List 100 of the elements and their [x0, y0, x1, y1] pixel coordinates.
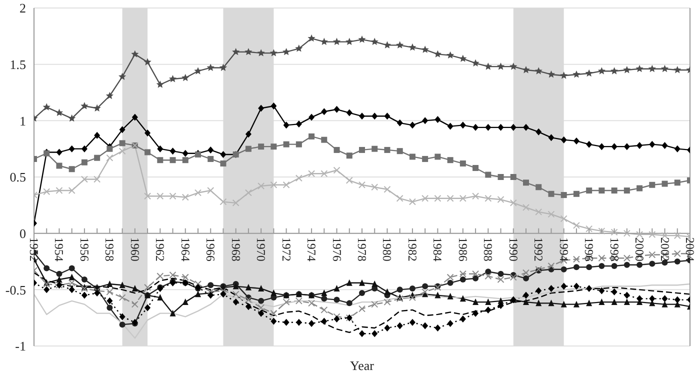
point: [548, 300, 554, 306]
point: [586, 188, 592, 194]
point: [56, 148, 62, 156]
point: [496, 62, 505, 70]
point: [572, 70, 580, 78]
point: [536, 128, 542, 136]
point: [56, 187, 63, 194]
point: [208, 146, 214, 154]
point: [358, 305, 366, 312]
point: [636, 185, 643, 192]
x-tick-label: 1990: [506, 237, 520, 262]
x-axis-title: Year: [350, 358, 375, 371]
point: [81, 145, 88, 152]
point: [409, 286, 416, 292]
point: [460, 295, 466, 302]
point: [119, 322, 126, 328]
point: [220, 150, 226, 158]
point: [610, 228, 618, 236]
point: [320, 306, 328, 314]
point: [119, 140, 126, 146]
point: [472, 298, 479, 306]
point: [358, 36, 366, 43]
point: [560, 72, 568, 79]
point: [206, 64, 214, 71]
point: [534, 67, 542, 74]
x-tick-label: 1998: [607, 237, 622, 262]
point: [144, 149, 151, 156]
point: [523, 124, 529, 131]
point: [119, 126, 126, 134]
point: [421, 46, 429, 53]
point: [56, 276, 62, 283]
point: [220, 290, 226, 298]
point: [296, 141, 302, 148]
point: [674, 232, 681, 240]
point: [472, 310, 479, 317]
point: [80, 102, 88, 110]
point: [68, 279, 76, 286]
point: [334, 296, 340, 303]
point: [384, 112, 390, 120]
point: [510, 174, 516, 180]
x-tick-label: 1986: [456, 237, 470, 262]
point: [168, 74, 177, 82]
point: [674, 258, 680, 264]
point: [182, 74, 190, 82]
point: [44, 265, 50, 272]
point: [383, 41, 392, 48]
point: [359, 330, 365, 338]
point: [195, 290, 201, 298]
point: [536, 287, 542, 294]
point: [648, 251, 656, 258]
point: [598, 287, 605, 294]
point: [56, 270, 62, 277]
point: [295, 44, 303, 52]
point: [169, 272, 176, 279]
point: [208, 292, 214, 299]
point: [498, 270, 504, 277]
point: [132, 114, 138, 121]
x-tick-label: 1962: [153, 237, 168, 262]
point: [598, 263, 605, 270]
x-tick-label: 2000: [632, 237, 647, 262]
point: [560, 136, 567, 144]
point: [220, 287, 227, 294]
point: [648, 230, 656, 238]
point: [93, 104, 101, 112]
point: [611, 188, 618, 194]
point: [662, 142, 668, 149]
point: [334, 285, 340, 292]
point: [548, 134, 554, 142]
point: [257, 49, 265, 56]
point: [245, 284, 252, 290]
point: [332, 38, 341, 46]
point: [446, 194, 454, 202]
point: [459, 270, 466, 278]
point: [674, 145, 680, 152]
point: [548, 285, 554, 292]
point: [510, 62, 518, 70]
point: [371, 184, 378, 191]
point: [157, 145, 164, 152]
point: [68, 166, 75, 172]
point: [408, 294, 416, 302]
point: [586, 264, 592, 270]
point: [408, 43, 416, 51]
point: [434, 194, 442, 202]
point: [182, 194, 189, 201]
point: [208, 156, 214, 162]
point: [535, 208, 542, 216]
point: [485, 172, 492, 178]
point: [194, 67, 202, 74]
point: [422, 156, 428, 162]
point: [106, 304, 113, 311]
x-tick-label: 1966: [204, 237, 218, 262]
point: [81, 292, 88, 299]
x-tick-label: 1982: [405, 237, 420, 262]
point: [396, 41, 404, 48]
point: [118, 148, 126, 155]
point: [384, 146, 390, 153]
point: [144, 192, 152, 200]
point: [409, 154, 416, 160]
point: [572, 256, 580, 263]
point: [384, 298, 391, 306]
